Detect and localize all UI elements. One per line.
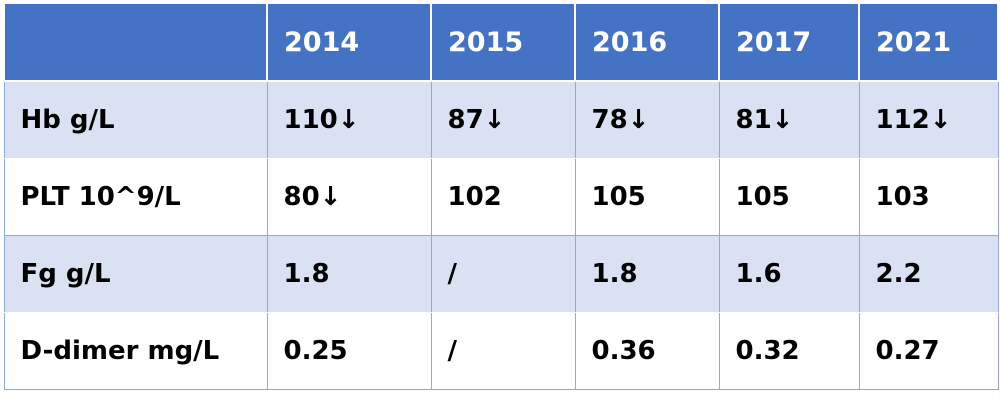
table-cell: 1.6 xyxy=(718,235,860,313)
table-cell: 112↓ xyxy=(858,80,999,159)
table-row-plt: PLT 10^9/L 80↓ 102 105 105 103 xyxy=(3,158,999,236)
table-cell: 0.32 xyxy=(718,312,860,390)
table-row-d-dimer: D-dimer mg/L 0.25 / 0.36 0.32 0.27 xyxy=(3,312,999,390)
table-cell: / xyxy=(430,312,576,390)
header-cell-year: 2017 xyxy=(718,2,860,82)
header-cell-year: 2014 xyxy=(266,2,432,82)
row-label: Hb g/L xyxy=(3,80,268,159)
header-cell-year: 2015 xyxy=(430,2,576,82)
table-cell: 0.36 xyxy=(574,312,720,390)
table-row-hb: Hb g/L 110↓ 87↓ 78↓ 81↓ 112↓ xyxy=(3,80,999,159)
lab-results-table: 2014 2015 2016 2017 2021 Hb g/L 110↓ 87↓… xyxy=(3,2,999,390)
header-cell-year: 2016 xyxy=(574,2,720,82)
table-cell: 1.8 xyxy=(574,235,720,313)
table-cell: 87↓ xyxy=(430,80,576,159)
table-cell: 105 xyxy=(718,158,860,236)
table-cell: 1.8 xyxy=(266,235,432,313)
table-cell: 102 xyxy=(430,158,576,236)
header-row: 2014 2015 2016 2017 2021 xyxy=(3,2,999,82)
header-cell-year: 2021 xyxy=(858,2,999,82)
row-label: D-dimer mg/L xyxy=(3,312,268,390)
row-label: Fg g/L xyxy=(3,235,268,313)
table-cell: 0.27 xyxy=(858,312,999,390)
table-cell: 103 xyxy=(858,158,999,236)
table-row-fg: Fg g/L 1.8 / 1.8 1.6 2.2 xyxy=(3,235,999,313)
table-cell: 80↓ xyxy=(266,158,432,236)
table-cell: 2.2 xyxy=(858,235,999,313)
table-cell: 81↓ xyxy=(718,80,860,159)
header-cell-empty xyxy=(3,2,268,82)
table-cell: 78↓ xyxy=(574,80,720,159)
table-cell: 0.25 xyxy=(266,312,432,390)
table-cell: / xyxy=(430,235,576,313)
table-cell: 110↓ xyxy=(266,80,432,159)
table-cell: 105 xyxy=(574,158,720,236)
row-label: PLT 10^9/L xyxy=(3,158,268,236)
